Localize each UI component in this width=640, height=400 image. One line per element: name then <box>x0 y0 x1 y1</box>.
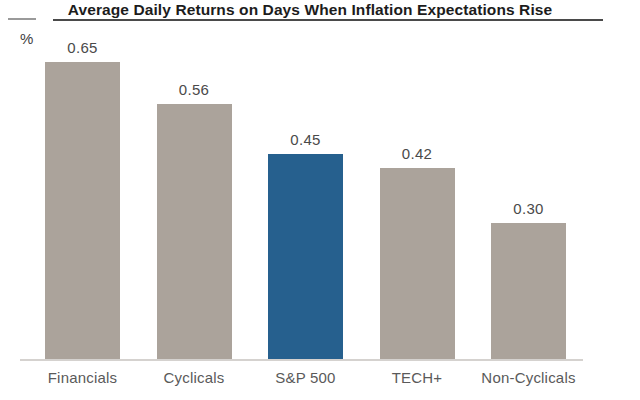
x-axis-label: Non-Cyclicals <box>454 369 604 386</box>
chart-canvas: Average Daily Returns on Days When Infla… <box>0 0 640 400</box>
bar-rect <box>491 223 566 360</box>
bar-value-label: 0.45 <box>268 131 343 148</box>
bar-group-cyclicals: 0.56Cyclicals <box>157 104 232 360</box>
bar-rect <box>45 62 120 360</box>
bar-rect <box>380 168 455 360</box>
bar-value-label: 0.42 <box>380 145 455 162</box>
x-axis-line <box>20 359 583 361</box>
plot-area: 0.65Financials 0.56Cyclicals 0.45S&P 500 0.… <box>0 0 640 400</box>
bar-value-label: 0.30 <box>491 200 566 217</box>
bar-rect <box>157 104 232 360</box>
bar-group-tech-: 0.42TECH+ <box>380 168 455 360</box>
bar-group-financials: 0.65Financials <box>45 62 120 360</box>
bar-rect <box>268 154 343 360</box>
bar-group-non-cyclicals: 0.30Non-Cyclicals <box>491 223 566 360</box>
bar-group-s-p-500: 0.45S&P 500 <box>268 154 343 360</box>
bar-value-label: 0.56 <box>157 81 232 98</box>
bar-value-label: 0.65 <box>45 39 120 56</box>
